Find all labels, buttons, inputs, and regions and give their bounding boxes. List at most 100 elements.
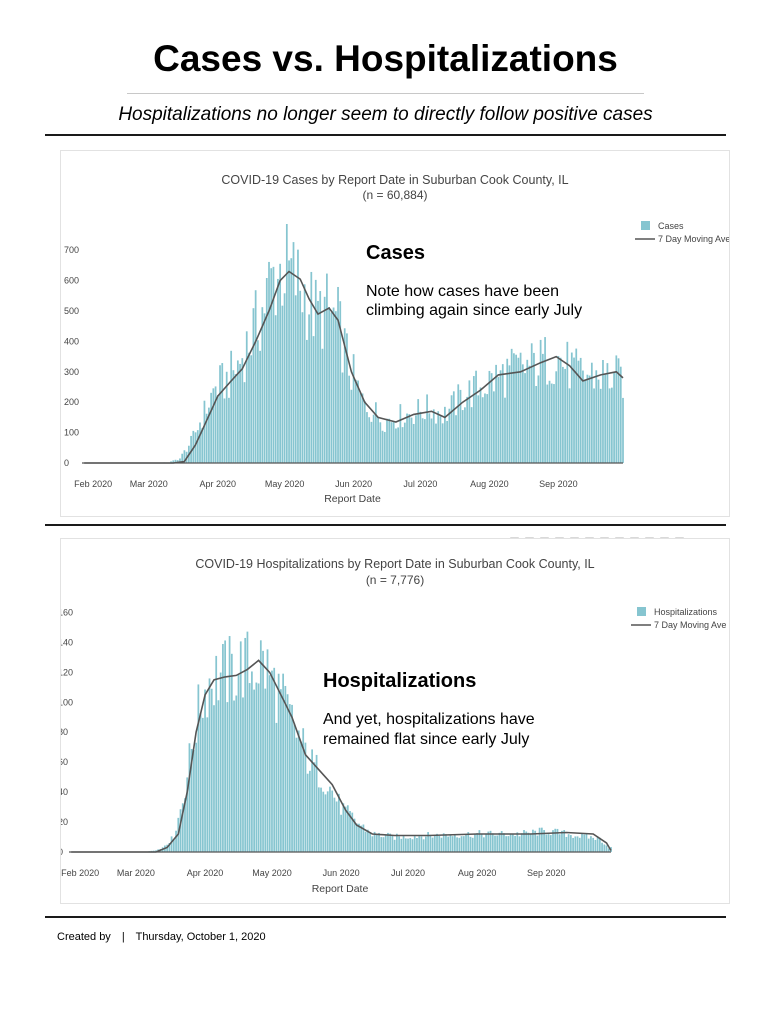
bar [172,839,175,852]
bar [224,640,227,852]
bar [366,412,368,463]
legend-label: Cases [658,221,684,231]
bar [447,836,450,852]
bar [510,348,513,463]
bar [204,689,206,852]
bar [375,402,377,463]
bar [439,416,442,463]
bar [395,428,397,463]
bar [255,682,258,852]
bar [592,837,595,852]
bar [305,339,308,463]
bar [534,830,537,852]
bar [326,791,329,852]
x-tick-label: Apr 2020 [200,479,237,489]
bar [235,695,238,852]
bar [348,375,351,463]
bar [507,836,510,852]
bar [523,830,525,852]
bar [184,798,186,852]
bar [622,397,624,463]
bar [561,830,563,852]
bar [504,397,506,463]
bar [467,832,470,852]
bar [195,742,198,852]
bar [518,836,521,852]
bar [430,418,433,463]
bar [254,290,257,463]
bar [311,749,313,852]
bar [304,742,307,852]
bar [546,384,549,463]
bar [344,806,347,852]
bar [491,833,494,852]
bar [471,837,474,852]
bar [567,834,570,852]
bar [230,350,233,463]
y-tick-label: 200 [64,397,79,407]
x-axis-label: Report Date [312,883,369,895]
bar [461,410,464,463]
bar [554,828,557,852]
bar [387,832,389,852]
bar [601,842,603,852]
bar [398,836,400,852]
bar [544,337,546,463]
hospitalizations-chart-panel: COVID-19 Hospitalizations by Report Date… [60,538,730,904]
section-divider-middle [45,524,726,526]
bar [264,688,267,852]
bar [455,415,457,463]
cases-chart-panel: COVID-19 Cases by Report Date in Suburba… [60,150,730,517]
bar [488,370,491,463]
bar [243,382,246,463]
bar [205,413,208,463]
bar [175,830,177,852]
bar [533,352,535,463]
bar [319,291,322,463]
y-tick-label: 80 [61,727,68,737]
bar [338,793,340,852]
bar [506,358,509,463]
bar [438,835,441,852]
bar [532,829,534,852]
legend-label: 7 Day Moving Ave [658,234,729,244]
bar [290,258,293,463]
bar [517,357,520,463]
bar [490,373,493,463]
bar [216,395,219,463]
cases-chart: COVID-19 Cases by Report Date in Suburba… [64,173,729,505]
bar [322,791,325,852]
bar [314,279,317,463]
bar [272,266,275,463]
bar [321,348,324,463]
annotation-text: Note how cases have been [366,283,559,300]
bar [288,704,291,852]
bar [465,834,467,852]
bar [193,750,195,852]
bar [593,388,595,463]
bar [340,814,342,852]
bar [428,413,431,463]
bar [484,393,486,463]
x-tick-label: Apr 2020 [187,868,224,878]
bar [578,837,581,852]
bar [582,370,584,463]
bar [400,838,403,852]
bar [320,787,322,852]
bar [545,834,548,852]
bar [418,836,421,852]
bar [431,837,434,852]
bar [213,705,215,852]
bar [566,341,569,463]
bar [397,427,400,463]
bar [553,384,555,463]
bar [537,375,540,463]
bar [477,395,480,463]
bar [239,641,242,852]
bar [295,737,298,852]
chart-title: COVID-19 Hospitalizations by Report Date… [195,557,594,571]
bar [482,837,485,852]
bar [214,386,217,463]
bar [556,828,559,852]
bar [412,423,415,463]
